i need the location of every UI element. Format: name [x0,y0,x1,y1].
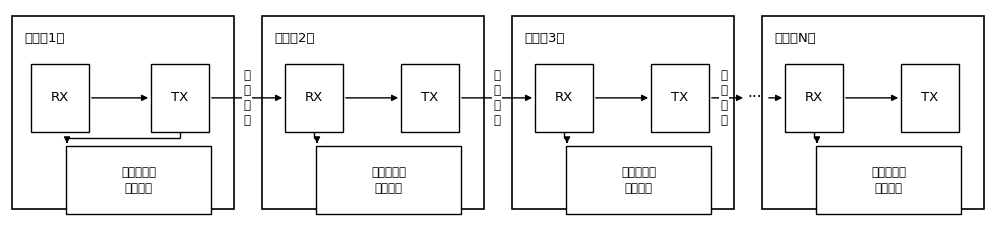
Text: 数字参考源
相位信息: 数字参考源 相位信息 [121,166,156,194]
Bar [785,64,843,132]
Text: RX: RX [51,91,69,104]
Text: RX: RX [305,91,323,104]
Text: 数字参考源
相位信息: 数字参考源 相位信息 [871,166,906,194]
Text: 从设备N号: 从设备N号 [774,32,816,45]
Text: 从设备2号: 从设备2号 [274,32,314,45]
Text: 数字参考源
相位信息: 数字参考源 相位信息 [621,166,656,194]
Text: 相
位
信
息: 相 位 信 息 [721,69,728,127]
Text: ···: ··· [747,90,762,105]
Text: 相
位
信
息: 相 位 信 息 [494,69,501,127]
Text: 数字参考源
相位信息: 数字参考源 相位信息 [371,166,406,194]
Text: TX: TX [921,91,939,104]
Bar [816,146,961,214]
Text: TX: TX [421,91,439,104]
Bar [535,64,593,132]
Bar [316,146,461,214]
Text: 从设备3号: 从设备3号 [524,32,564,45]
Bar [401,64,459,132]
Text: 主设备1号: 主设备1号 [24,32,64,45]
Bar [12,16,234,209]
Text: RX: RX [805,91,823,104]
Bar [262,16,484,209]
Text: TX: TX [171,91,189,104]
Bar [566,146,711,214]
Bar [512,16,734,209]
Bar [901,64,959,132]
Bar [651,64,709,132]
Text: TX: TX [671,91,689,104]
Bar [151,64,209,132]
Text: RX: RX [555,91,573,104]
Bar [31,64,89,132]
Text: 相
位
信
息: 相 位 信 息 [244,69,250,127]
Bar [66,146,211,214]
Bar [762,16,984,209]
Bar [285,64,343,132]
